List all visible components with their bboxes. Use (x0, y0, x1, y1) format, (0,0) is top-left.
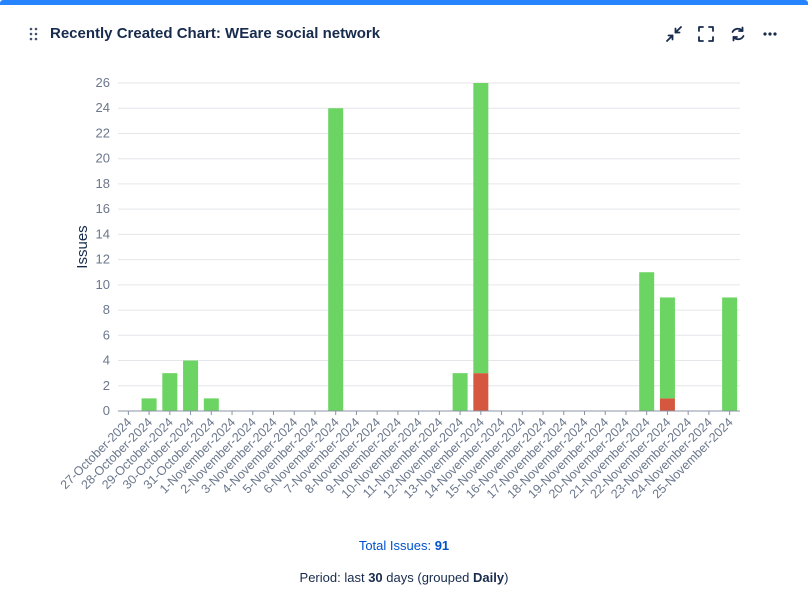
y-tick-label: 20 (96, 151, 110, 166)
period-prefix: Period: last (299, 570, 365, 585)
gadget-title: Recently Created Chart: WEare social net… (50, 25, 381, 42)
y-tick-label: 12 (96, 252, 110, 267)
y-tick-label: 16 (96, 201, 110, 216)
period-group: Daily (473, 570, 505, 585)
refresh-icon[interactable] (726, 22, 750, 46)
drag-handle-icon[interactable] (29, 27, 39, 41)
grid-lines (118, 82, 740, 387)
bar (162, 373, 178, 411)
total-issues-label: Total Issues: (358, 538, 432, 553)
y-tick-label: 14 (96, 226, 110, 241)
y-tick-label: 6 (103, 327, 110, 342)
bar (141, 398, 157, 411)
y-tick-label: 26 (96, 75, 110, 90)
bar (639, 272, 655, 411)
more-icon[interactable] (758, 22, 782, 46)
y-tick-label: 24 (96, 100, 110, 115)
total-issues: Total Issues: 91 (0, 538, 808, 553)
y-tick-label: 18 (96, 176, 110, 191)
bar (722, 297, 738, 411)
bar (659, 398, 675, 411)
y-tick-label: 10 (96, 277, 110, 292)
bar (203, 398, 219, 411)
y-axis-title: Issues (74, 225, 91, 268)
bar (473, 83, 489, 374)
y-tick-label: 0 (103, 403, 110, 418)
y-tick-label: 4 (103, 353, 110, 368)
issues-bar-chart: 0246810121416182022242627-October-202428… (58, 75, 740, 501)
period-mid: days (grouped (386, 570, 470, 585)
bar (473, 373, 489, 411)
bars-group (141, 83, 738, 411)
gadget-header: Recently Created Chart: WEare social net… (0, 20, 808, 50)
bar (659, 297, 675, 399)
fullscreen-icon[interactable] (694, 22, 718, 46)
y-tick-label: 8 (103, 302, 110, 317)
period-days: 30 (368, 570, 383, 585)
period-suffix: ) (504, 570, 509, 585)
axes: 0246810121416182022242627-October-202428… (58, 75, 740, 501)
bar (328, 108, 344, 411)
bar (183, 360, 199, 411)
bar (452, 373, 468, 411)
y-tick-label: 2 (103, 378, 110, 393)
period-info: Period: last 30 days (grouped Daily) (0, 570, 808, 585)
total-issues-value: 91 (434, 538, 450, 553)
minimize-icon[interactable] (662, 22, 686, 46)
y-tick-label: 22 (96, 125, 110, 140)
top-accent-bar (0, 0, 808, 5)
